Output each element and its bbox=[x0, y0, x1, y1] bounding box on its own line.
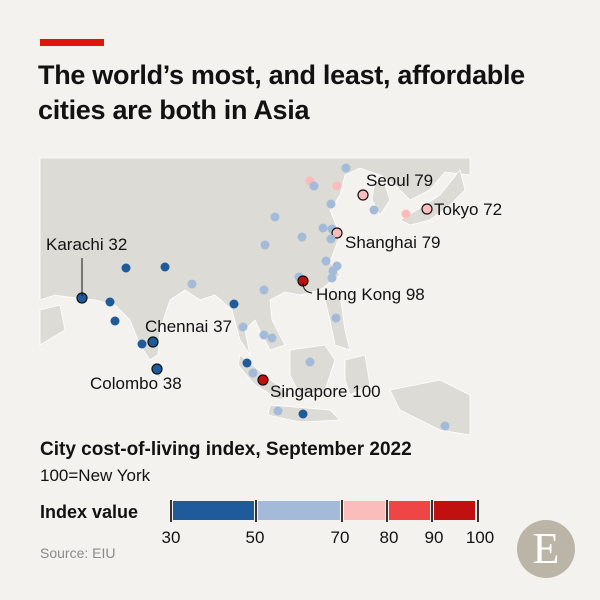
tick bbox=[341, 500, 343, 522]
city-dot bbox=[326, 234, 336, 244]
city-dot bbox=[440, 421, 450, 431]
city-dot bbox=[137, 339, 147, 349]
tick-label: 90 bbox=[424, 528, 444, 547]
tick-label: 80 bbox=[379, 528, 399, 547]
city-dots bbox=[76, 163, 450, 431]
tick-label: 100 bbox=[465, 528, 495, 547]
legend-note: 100=New York bbox=[40, 466, 151, 485]
bin-30-50 bbox=[173, 501, 254, 520]
labeled-city-dot bbox=[357, 189, 369, 201]
city-dot bbox=[331, 313, 341, 323]
label-hong-kong: Hong Kong 98 bbox=[316, 285, 425, 304]
labeled-city-dot bbox=[421, 203, 433, 215]
leader-lines bbox=[81, 258, 313, 296]
labeled-city-dot bbox=[151, 363, 163, 375]
city-dot bbox=[305, 357, 315, 367]
color-scale bbox=[170, 500, 485, 522]
labeled-city-dot bbox=[257, 374, 269, 386]
city-dot bbox=[401, 209, 411, 219]
bin-80-90 bbox=[389, 501, 430, 520]
city-dot bbox=[248, 368, 258, 378]
city-dot bbox=[259, 285, 269, 295]
city-dot bbox=[110, 316, 120, 326]
city-dot bbox=[259, 330, 269, 340]
city-dot bbox=[242, 358, 252, 368]
tick-label: 30 bbox=[161, 528, 181, 547]
city-dot bbox=[318, 223, 328, 233]
city-dot bbox=[327, 273, 337, 283]
city-dot bbox=[341, 163, 351, 173]
tick bbox=[170, 500, 172, 522]
label-tokyo: Tokyo 72 bbox=[434, 200, 502, 219]
label-chennai: Chennai 37 bbox=[145, 317, 232, 336]
city-dot bbox=[260, 240, 270, 250]
bin-90-100 bbox=[434, 501, 475, 520]
city-dot bbox=[309, 181, 319, 191]
city-dot bbox=[332, 181, 342, 191]
land bbox=[39, 157, 471, 436]
label-singapore: Singapore 100 bbox=[270, 382, 381, 401]
city-dot bbox=[326, 199, 336, 209]
city-dot bbox=[369, 205, 379, 215]
city-dot bbox=[321, 256, 331, 266]
label-colombo: Colombo 38 bbox=[90, 374, 182, 393]
city-dot bbox=[328, 266, 338, 276]
legend-label: Index value bbox=[40, 502, 139, 522]
economist-logo: E bbox=[517, 520, 575, 578]
asia-map: Seoul 79 Tokyo 72 Shanghai 79 Hong Kong … bbox=[39, 157, 502, 436]
legend-title: City cost-of-living index, September 202… bbox=[40, 439, 412, 460]
tick-label: 50 bbox=[245, 528, 265, 547]
city-dot bbox=[160, 262, 170, 272]
chart-title: The world’s most, and least, affordable … bbox=[38, 60, 525, 125]
tick bbox=[255, 500, 257, 522]
city-dot bbox=[105, 297, 115, 307]
bin-50-70 bbox=[258, 501, 340, 520]
bin-70-80 bbox=[344, 501, 385, 520]
city-dot bbox=[238, 322, 248, 332]
city-dot bbox=[273, 406, 283, 416]
city-dot bbox=[270, 212, 280, 222]
city-dot bbox=[121, 263, 131, 273]
city-dot bbox=[267, 333, 277, 343]
labeled-city-dot bbox=[147, 336, 159, 348]
tick bbox=[477, 500, 479, 522]
label-shanghai: Shanghai 79 bbox=[345, 233, 441, 252]
tick-label: 70 bbox=[330, 528, 350, 547]
city-dot bbox=[298, 409, 308, 419]
label-seoul: Seoul 79 bbox=[366, 171, 433, 190]
city-dot bbox=[229, 299, 239, 309]
label-karachi: Karachi 32 bbox=[46, 235, 127, 254]
accent-bar bbox=[40, 39, 104, 46]
city-dot bbox=[297, 232, 307, 242]
source: Source: EIU bbox=[40, 545, 116, 561]
labeled-city-dot bbox=[331, 227, 343, 239]
tick bbox=[386, 500, 388, 522]
tick bbox=[431, 500, 433, 522]
city-dot bbox=[187, 279, 197, 289]
